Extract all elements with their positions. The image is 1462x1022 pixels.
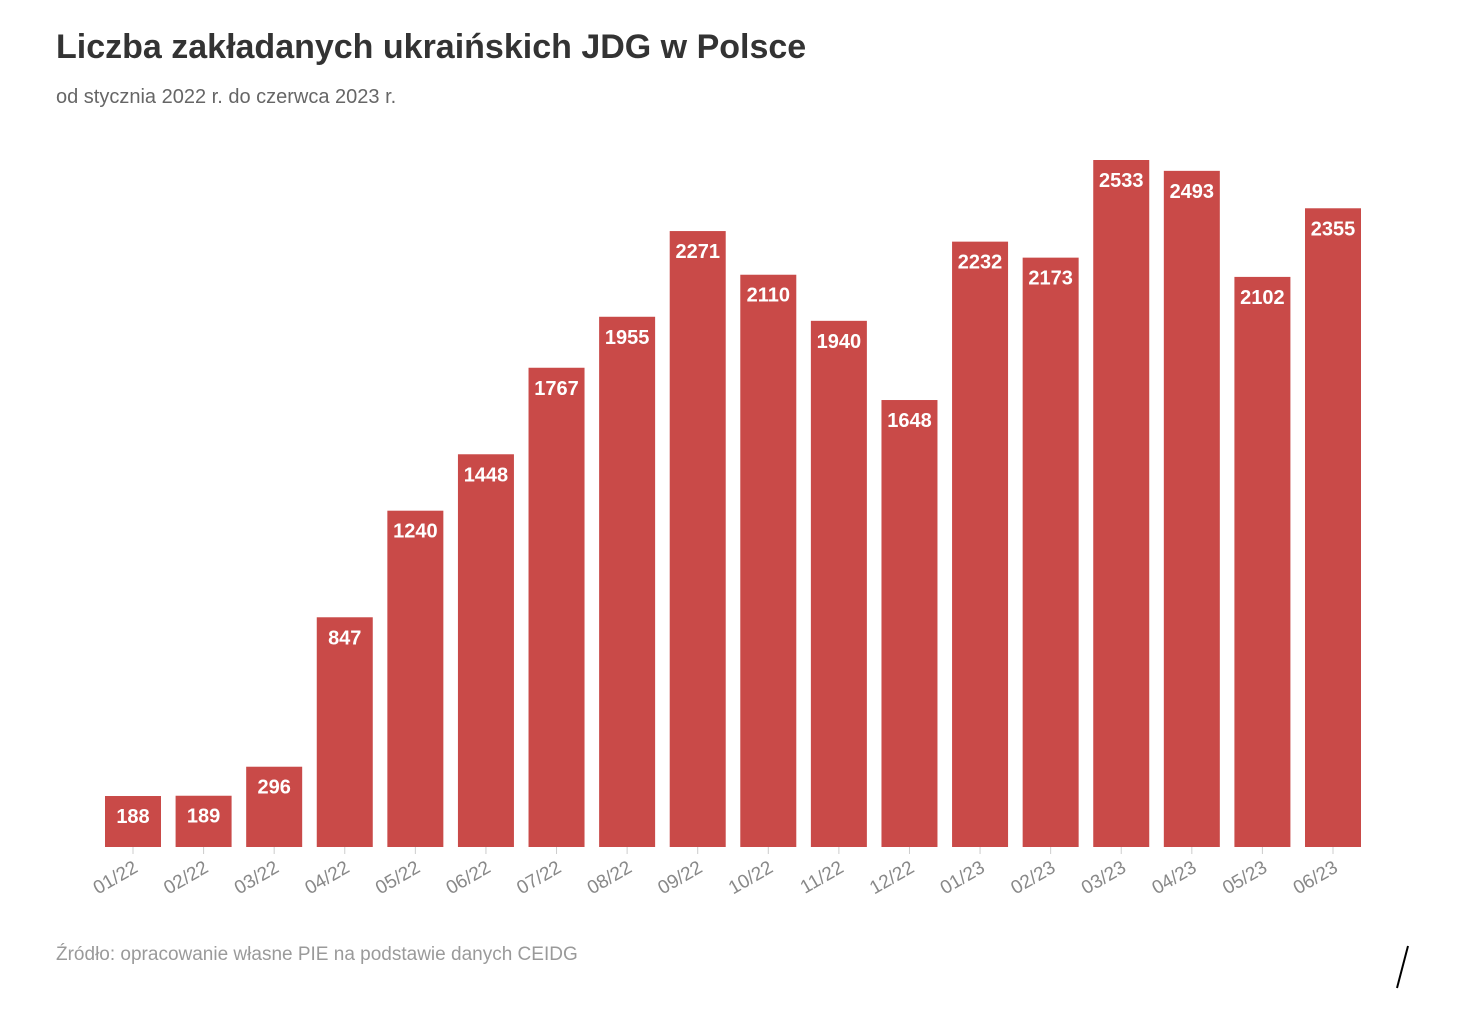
value-label: 2173 bbox=[1028, 268, 1073, 290]
x-tick-label: 03/23 bbox=[1078, 857, 1130, 899]
x-tick-label: 06/22 bbox=[443, 857, 495, 899]
x-ticks-group bbox=[132, 847, 1334, 854]
x-tick-label: 10/22 bbox=[725, 857, 777, 899]
value-label: 189 bbox=[187, 806, 220, 828]
bar-05-22 bbox=[387, 510, 444, 847]
value-label: 1240 bbox=[393, 521, 438, 543]
value-labels-group: 188 189 296 847 1240 1448 1767 1955 2271 2110 1940… bbox=[116, 170, 1355, 828]
bar-02-22 bbox=[175, 795, 232, 847]
x-tick-label: 01/22 bbox=[90, 857, 142, 899]
x-tick-label: 05/23 bbox=[1219, 857, 1271, 899]
x-tick-label: 02/22 bbox=[160, 857, 212, 899]
x-tick-label: 07/22 bbox=[513, 857, 565, 899]
value-label: 1767 bbox=[534, 378, 579, 400]
bar-06-23 bbox=[1305, 208, 1361, 847]
bar-12-22 bbox=[881, 400, 938, 847]
chart-subtitle: od stycznia 2022 r. do czerwca 2023 r. bbox=[56, 86, 397, 108]
value-label: 1940 bbox=[817, 331, 862, 353]
value-label: 847 bbox=[328, 627, 361, 649]
bar-03-22 bbox=[246, 766, 303, 847]
bar-03-23 bbox=[1093, 160, 1150, 847]
value-label: 2110 bbox=[747, 285, 790, 307]
x-tick-label: 04/22 bbox=[302, 857, 354, 899]
x-tick-label: 09/22 bbox=[655, 857, 707, 899]
value-label: 1648 bbox=[887, 410, 932, 432]
bar-10-22 bbox=[740, 274, 797, 848]
bar-11-22 bbox=[810, 320, 867, 848]
x-tick-label: 03/22 bbox=[231, 857, 283, 899]
bar-01-23 bbox=[952, 241, 1009, 847]
x-tick-label: 06/23 bbox=[1290, 857, 1342, 899]
x-tick-label: 11/22 bbox=[797, 857, 847, 898]
value-label: 2271 bbox=[675, 241, 720, 263]
bars-group bbox=[105, 160, 1361, 848]
value-label: 188 bbox=[116, 806, 149, 828]
bar-01-22 bbox=[105, 796, 161, 847]
source-note: Źródło: opracowanie własne PIE na podsta… bbox=[56, 944, 578, 965]
value-label: 2493 bbox=[1170, 181, 1215, 203]
bar-08-22 bbox=[599, 316, 656, 847]
chart-title: Liczba zakładanych ukraińskich JDG w Pol… bbox=[56, 28, 807, 66]
x-tick-label: 12/22 bbox=[866, 857, 918, 899]
bar-05-23 bbox=[1234, 276, 1291, 847]
slash-mark-icon bbox=[1396, 945, 1409, 989]
value-label: 1448 bbox=[464, 464, 509, 486]
x-tick-label: 02/23 bbox=[1007, 857, 1059, 899]
x-tick-label: 04/23 bbox=[1149, 857, 1201, 899]
value-label: 2533 bbox=[1099, 170, 1144, 192]
bar-04-23 bbox=[1163, 170, 1220, 848]
value-label: 296 bbox=[257, 777, 290, 799]
x-tick-label: 08/22 bbox=[584, 857, 636, 899]
bar-07-22 bbox=[528, 367, 585, 847]
value-label: 2102 bbox=[1240, 287, 1285, 309]
bar-09-22 bbox=[669, 231, 726, 847]
x-tick-labels-group: 01/22 02/22 03/22 04/22 05/22 06/22 07/22 08/22… bbox=[90, 857, 1342, 899]
value-label: 2355 bbox=[1311, 218, 1356, 240]
value-label: 2232 bbox=[958, 252, 1003, 274]
bar-04-22 bbox=[316, 617, 373, 847]
x-tick-label: 05/22 bbox=[372, 857, 424, 899]
bar-06-22 bbox=[457, 454, 514, 847]
x-tick-label: 01/23 bbox=[937, 857, 989, 899]
bar-02-23 bbox=[1022, 257, 1079, 847]
value-label: 1955 bbox=[605, 327, 650, 349]
